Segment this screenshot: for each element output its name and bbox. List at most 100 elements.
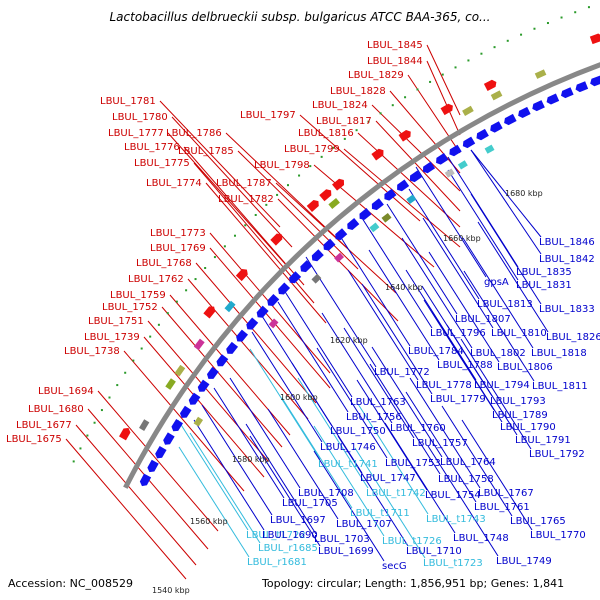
reverse-gene-label: LBUL_1784 <box>408 346 464 357</box>
callout-line <box>205 182 327 324</box>
ring-dot <box>533 27 536 30</box>
reverse-gene-arrow <box>163 432 175 445</box>
callout-line <box>384 422 456 534</box>
callout-line <box>159 100 281 228</box>
forward-gene-label: LBUL_1824 <box>312 100 368 111</box>
callout-line <box>161 306 283 448</box>
forward-gene-label: LBUL_1768 <box>136 258 192 269</box>
callout-line <box>386 203 458 315</box>
reverse-gene-arrow <box>590 75 600 87</box>
map-title: Lactobacillus delbrueckii subsp. bulgari… <box>109 10 491 24</box>
reverse-gene-label: LBUL_1796 <box>430 328 486 339</box>
reverse-gene-arrow <box>347 218 360 230</box>
reverse-gene-label: LBUL_1765 <box>510 516 566 527</box>
reverse-gene-arrow <box>384 188 397 201</box>
reverse-gene-label: LBUL_1788 <box>437 360 493 371</box>
reverse-gene-arrow <box>139 473 152 487</box>
reverse-gene-label: LBUL_1707 <box>336 519 392 530</box>
reverse-gene-label: LBUL_1750 <box>330 426 386 437</box>
cog-block <box>484 144 495 154</box>
callout-line <box>405 269 477 381</box>
reverse-gene-label: LBUL_1705 <box>282 498 338 509</box>
cog-block <box>406 194 417 204</box>
callout-line <box>183 146 305 286</box>
ring-dot <box>233 234 236 237</box>
reverse-gene-arrow <box>171 418 184 432</box>
reverse-gene-arrow <box>236 329 249 342</box>
ring-dot <box>175 300 178 303</box>
reverse-gene-label: LBUL_1794 <box>474 380 530 391</box>
reverse-gene-label: LBUL_1779 <box>430 394 486 405</box>
kbp-tick-label: 1640 kbp <box>385 283 423 292</box>
forward-gene-arrow <box>371 148 384 161</box>
callout-line <box>375 120 461 212</box>
rna-gene-label: LBUL_t1743 <box>426 514 486 525</box>
callout-line <box>277 301 349 413</box>
reverse-gene-arrow <box>335 228 348 241</box>
callout-line <box>477 221 549 333</box>
reverse-gene-label: LBUL_1806 <box>497 362 553 373</box>
forward-gene-label: LBUL_1785 <box>178 146 234 157</box>
reverse-gene-arrow <box>504 113 517 126</box>
ring-dot <box>416 88 419 91</box>
topology-text: Topology: circular; Length: 1,856,951 bp… <box>262 577 565 590</box>
forward-gene-label: LBUL_1677 <box>16 420 72 431</box>
ring-dot <box>467 59 470 62</box>
callout-line <box>245 423 317 535</box>
forward-gene-label: LBUL_1773 <box>150 228 206 239</box>
reverse-gene-arrow <box>197 379 210 392</box>
callout-line <box>361 283 433 395</box>
rna-gene-label: LBUL_r1685 <box>258 543 318 554</box>
reverse-gene-label: LBUL_1754 <box>425 490 481 501</box>
reverse-gene-arrow <box>323 238 336 251</box>
callout-line <box>297 377 369 489</box>
ring-dot <box>355 129 358 132</box>
callout-line <box>415 166 487 278</box>
callout-line <box>470 149 542 255</box>
ring-dot <box>265 203 268 206</box>
forward-gene-arrow <box>398 129 411 142</box>
callout-line <box>195 262 317 404</box>
reverse-gene-arrow <box>155 446 167 459</box>
forward-gene-label: LBUL_1751 <box>88 316 144 327</box>
cog-block <box>139 419 150 431</box>
callout-line <box>422 217 494 329</box>
forward-gene-label: LBUL_1738 <box>64 346 120 357</box>
ring-dot <box>254 213 257 216</box>
reverse-gene-label: LBUL_1833 <box>539 304 595 315</box>
callout-line <box>447 169 519 281</box>
reverse-gene-arrow <box>206 366 219 379</box>
forward-gene-arrow <box>483 79 497 92</box>
callout-line <box>339 235 411 347</box>
forward-gene-label: LBUL_1780 <box>112 112 168 123</box>
ring-dot <box>546 22 549 25</box>
callout-line <box>427 445 499 557</box>
reverse-gene-label: LBUL_1690 <box>262 530 318 541</box>
kbp-tick-label: 1580 kbp <box>232 455 270 464</box>
reverse-gene-arrow <box>179 405 192 418</box>
ring-dot <box>276 193 279 196</box>
reverse-gene-arrow <box>546 93 560 105</box>
reverse-gene-label: LBUL_1772 <box>374 367 430 378</box>
forward-gene-label: LBUL_1752 <box>102 302 158 313</box>
callout-line <box>313 425 385 537</box>
kbp-tick-label: 1620 kbp <box>330 336 368 345</box>
callout-line <box>371 104 461 192</box>
ring-dot <box>166 312 169 315</box>
forward-gene-label: LBUL_1786 <box>166 128 222 139</box>
callout-line <box>209 247 331 389</box>
ring-dot <box>124 371 127 374</box>
forward-gene-arrow <box>235 269 248 282</box>
reverse-gene-arrow <box>289 271 302 284</box>
callout-line <box>462 237 534 349</box>
kbp-tick-label: 1560 kbp <box>190 517 228 526</box>
ring-dot <box>185 289 188 292</box>
reverse-gene-label: LBUL_1793 <box>490 396 546 407</box>
callout-line <box>299 114 421 222</box>
reverse-gene-arrow <box>256 305 269 318</box>
cog-block <box>174 364 186 377</box>
forward-gene-arrow <box>270 233 283 246</box>
callout-line <box>229 377 301 489</box>
callout-line <box>461 419 533 531</box>
